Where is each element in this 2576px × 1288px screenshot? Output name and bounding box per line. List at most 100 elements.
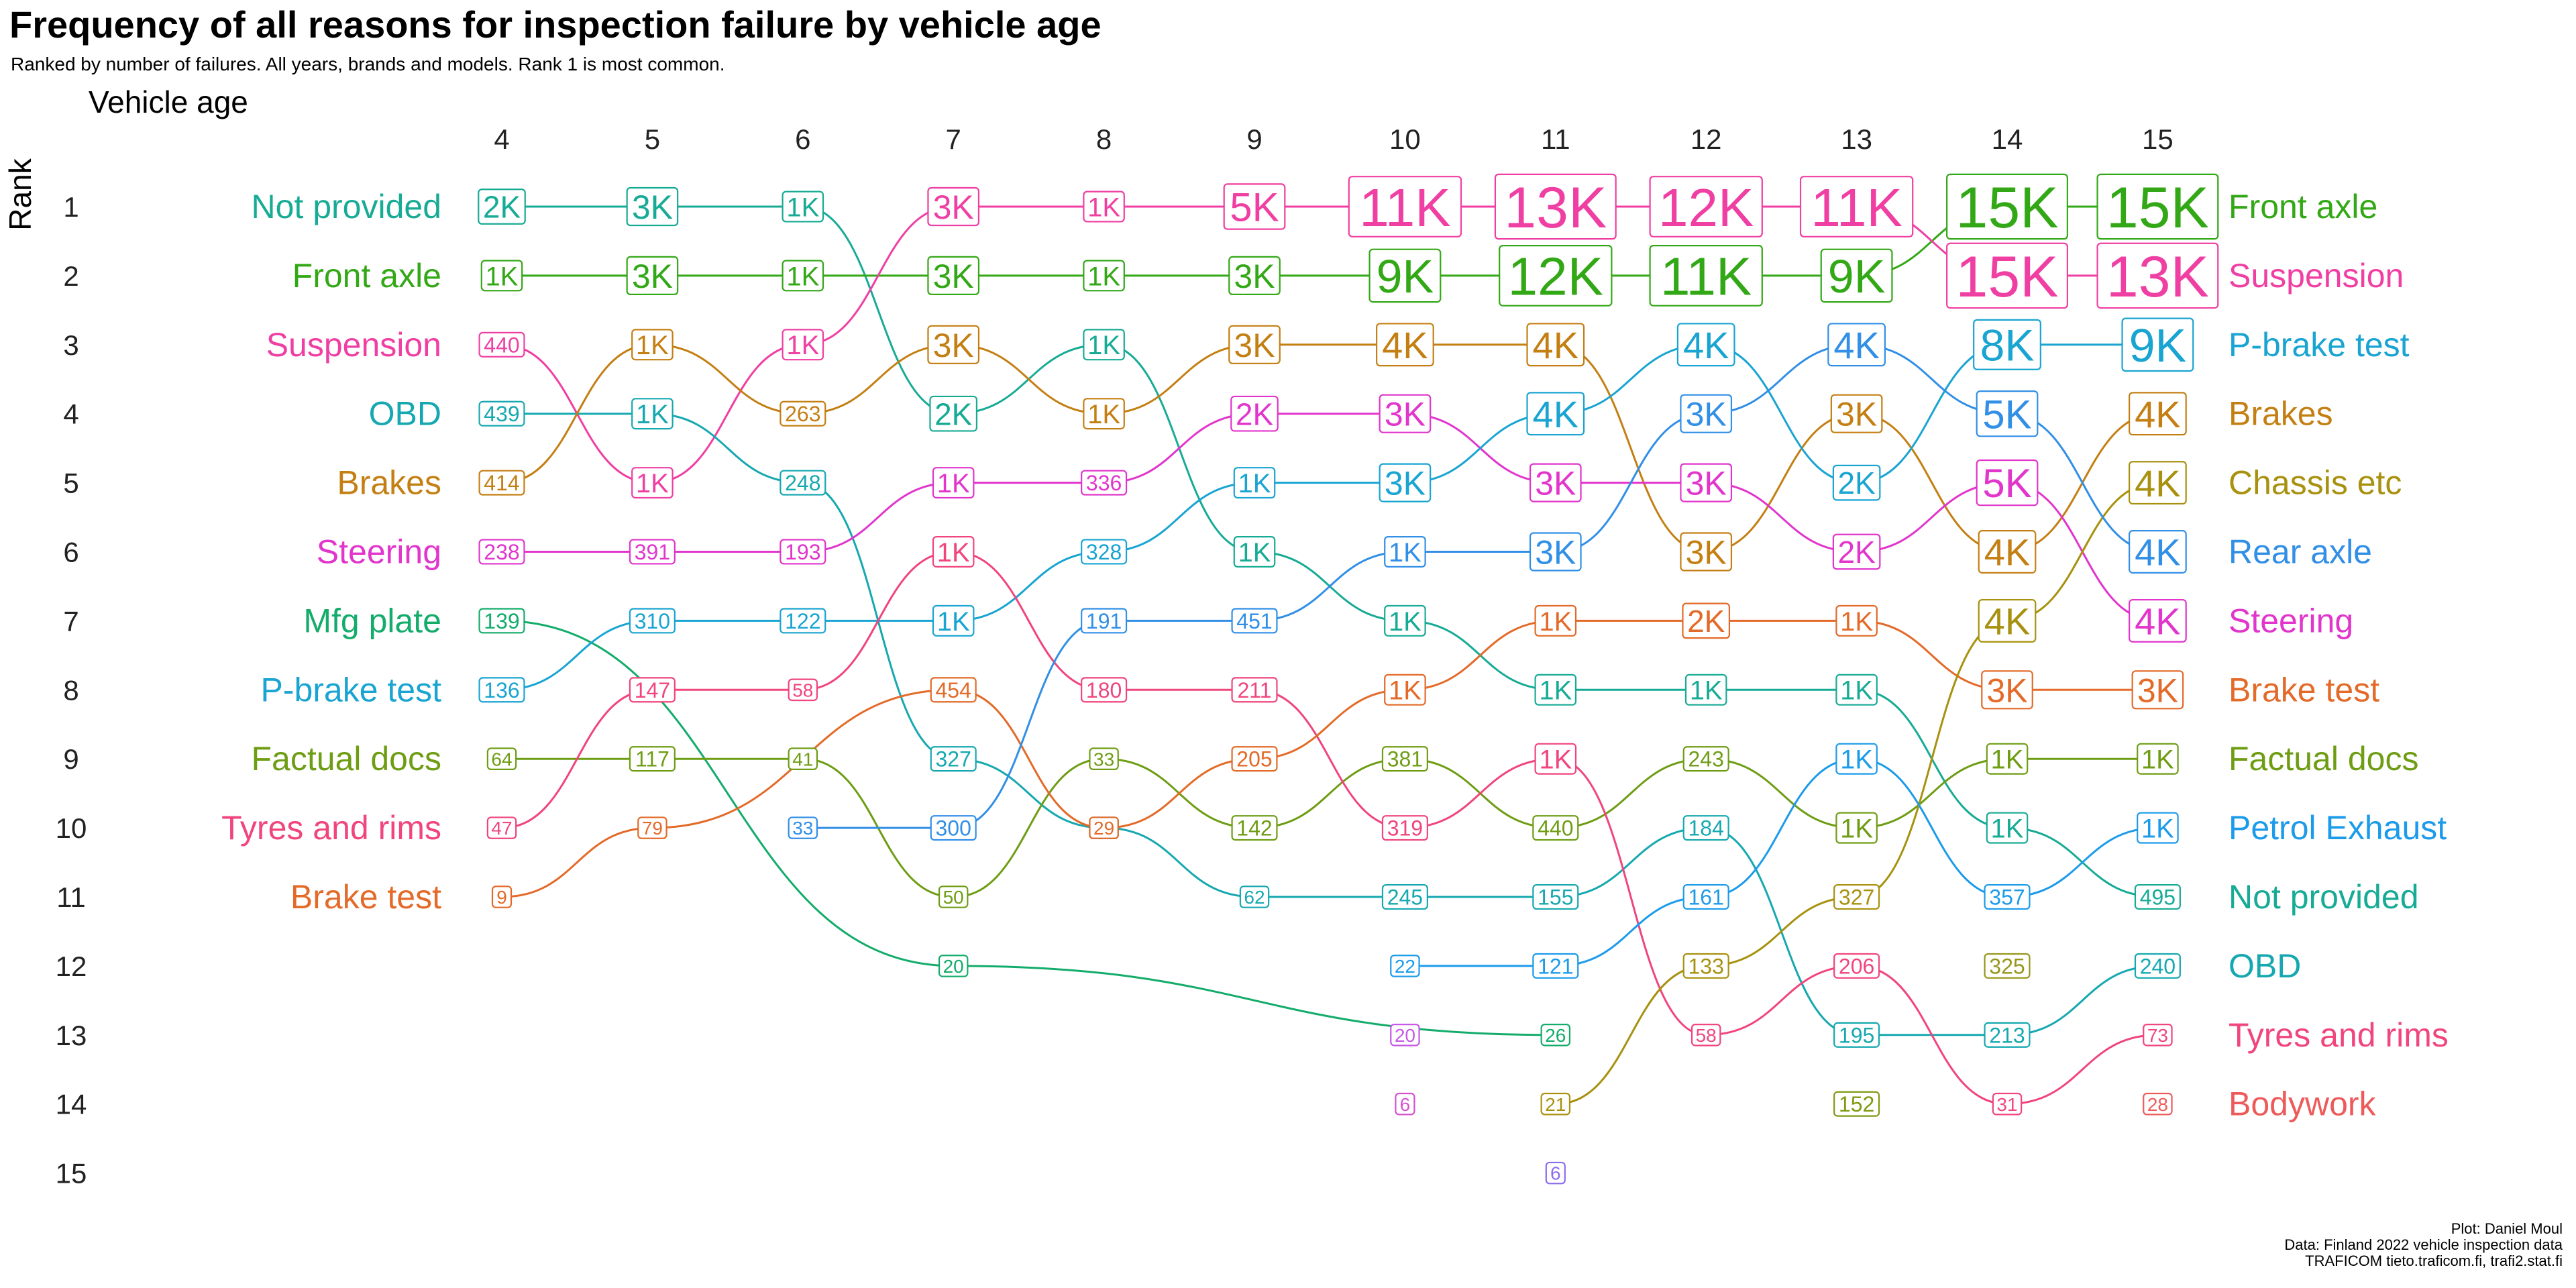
data-label: 3K	[1234, 258, 1275, 295]
x-tick-label: 8	[1096, 123, 1112, 155]
data-point-box	[478, 331, 525, 358]
caption: Plot: Daniel Moul Data: Finland 2022 veh…	[2284, 1221, 2563, 1269]
data-label: 310	[635, 609, 670, 633]
data-point: 152	[1833, 1091, 1880, 1117]
data-point: 2K	[929, 395, 978, 432]
data-label: 263	[785, 402, 820, 426]
y-tick-label: 1	[63, 191, 78, 223]
data-point: 155	[1532, 883, 1579, 910]
data-label: 6	[1400, 1094, 1411, 1115]
data-label: 327	[1839, 885, 1874, 910]
data-label: 4K	[2135, 462, 2181, 504]
data-point: 1K	[932, 467, 975, 499]
data-point-box	[631, 329, 674, 361]
data-point-box	[1992, 1092, 2023, 1116]
data-point: 117	[629, 746, 676, 772]
data-label: 142	[1236, 816, 1272, 841]
y-tick-label: 13	[56, 1020, 87, 1051]
data-point: 3K	[1680, 394, 1733, 433]
right-label-bodywork: Bodywork	[2229, 1085, 2377, 1123]
right-label-petrol-exhaust: Petrol Exhaust	[2229, 809, 2447, 847]
data-point: 4K	[2129, 392, 2187, 436]
data-label: 1K	[636, 331, 669, 360]
data-label: 3K	[1385, 396, 1426, 433]
data-point: 139	[478, 608, 525, 634]
left-label-brakes: Brakes	[337, 464, 441, 502]
data-point-box	[1682, 815, 1729, 841]
data-point-box	[1680, 394, 1733, 433]
left-label-factual-docs: Factual docs	[252, 740, 441, 777]
data-point: 9K	[1820, 248, 1893, 303]
y-tick-label: 9	[63, 743, 78, 775]
data-point-box	[780, 400, 826, 427]
data-label: 3K	[1986, 672, 2027, 709]
data-point: 6	[1545, 1161, 1566, 1185]
data-label: 147	[635, 678, 670, 702]
data-label: 4K	[1533, 324, 1579, 366]
data-point: 5K	[1976, 459, 2039, 506]
data-label: 1K	[1087, 262, 1120, 291]
data-point-box	[1381, 746, 1428, 772]
data-label: 1K	[937, 607, 970, 637]
data-point: 58	[788, 678, 818, 702]
data-point: 1K	[1986, 743, 2029, 775]
data-point-box	[2143, 1024, 2173, 1046]
data-point-box	[486, 816, 517, 839]
data-point: 4K	[1526, 323, 1585, 367]
data-point: 414	[478, 470, 525, 496]
data-point-box	[1984, 883, 2031, 910]
data-point: 1K	[932, 604, 975, 637]
data-label: 381	[1387, 747, 1423, 771]
data-point: 1K	[2137, 812, 2179, 844]
series-line-rear-axle	[802, 343, 2158, 829]
data-point: 20	[938, 955, 969, 977]
data-point-box	[637, 816, 667, 839]
x-tick-label: 4	[494, 123, 509, 155]
y-tick-label: 8	[63, 674, 78, 706]
data-label: 73	[2147, 1025, 2168, 1046]
data-point-box	[478, 608, 525, 634]
data-point-box	[2096, 242, 2219, 309]
data-points: 2K 3K 1K 2K 1K 1K 1K 1K 1K 1K 1K 495 1K 3K 1K 3K 1K 3K 9K 1…	[478, 173, 2219, 1185]
data-label: 245	[1387, 885, 1423, 910]
data-point-box	[1649, 245, 1763, 307]
data-label: 1K	[937, 469, 970, 498]
x-axis-title: Vehicle age	[89, 85, 248, 119]
data-point-box	[930, 746, 977, 772]
data-point-box	[788, 678, 818, 702]
data-label: 13K	[2106, 245, 2209, 309]
data-point: 3K	[626, 186, 679, 227]
data-point: 1K	[1233, 535, 1276, 568]
data-label: 122	[785, 609, 820, 633]
data-point: 1K	[1384, 604, 1426, 637]
data-point: 1K	[1083, 191, 1125, 223]
data-label: 2K	[1837, 466, 1876, 500]
data-point-box	[486, 747, 517, 770]
data-point-box	[1231, 677, 1278, 703]
data-label: 2K	[483, 190, 521, 225]
data-point: 1K	[1534, 743, 1577, 775]
data-label: 15K	[1955, 245, 2058, 309]
data-point-box	[478, 677, 525, 703]
data-point-box	[1395, 1092, 1415, 1116]
data-point: 1K	[1835, 604, 1878, 637]
data-label: 3K	[1836, 396, 1877, 433]
data-point-box	[1835, 812, 1878, 844]
data-point-box	[1690, 1024, 1721, 1046]
data-point: 2K	[1832, 464, 1881, 501]
data-point-box	[1081, 539, 1128, 565]
data-point-box	[1984, 1022, 2031, 1048]
data-point-box	[1832, 533, 1881, 570]
data-point: 1K	[1233, 467, 1276, 499]
data-label: 11K	[1359, 178, 1450, 237]
data-point: 15K	[1946, 242, 2068, 309]
data-point-box	[1978, 530, 2037, 574]
data-point-box	[1532, 883, 1579, 910]
data-point: 147	[629, 677, 676, 703]
data-point: 206	[1833, 953, 1880, 979]
data-point-box	[2131, 670, 2184, 710]
data-point: 1K	[782, 191, 824, 223]
data-label: 1K	[1840, 745, 1873, 775]
data-point: 161	[1682, 883, 1729, 910]
data-point-box	[1973, 319, 2041, 370]
